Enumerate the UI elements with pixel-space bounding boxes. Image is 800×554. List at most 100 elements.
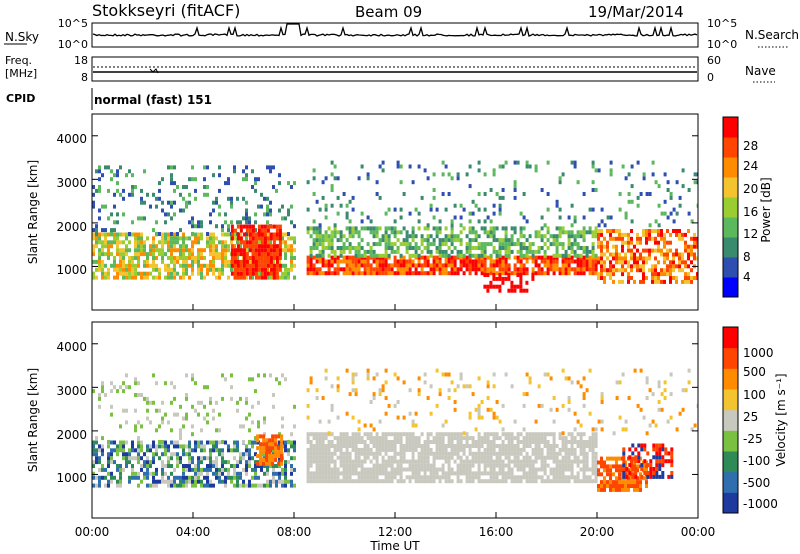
scatter-cell [534,440,538,444]
power-ytick-4000: 4000 [56,132,87,146]
scatter-cell [227,248,230,253]
scatter-cell [486,471,490,476]
scatter-cell [657,276,660,280]
scatter-cell [170,244,173,249]
scatter-cell [630,229,633,233]
scatter-cell [221,240,224,245]
scatter-cell [549,455,553,460]
scatter-cell [327,447,331,452]
scatter-cell [104,271,107,276]
scatter-cell [312,267,316,272]
scatter-cell [224,460,227,465]
scatter-cell [429,271,433,276]
scatter-cell [582,376,586,381]
scatter-cell [558,230,562,235]
scatter-cell [399,436,403,441]
scatter-cell [543,467,547,472]
scatter-cell [438,226,442,231]
scatter-cell [230,475,233,480]
scatter-cell [414,246,418,250]
scatter-cell [122,256,125,260]
scatter-cell [284,471,287,476]
scatter-cell [417,246,421,250]
scatter-cell [585,263,589,268]
scatter-cell [200,483,203,488]
scatter-cell [363,447,367,452]
scatter-cell [664,451,668,456]
scatter-cell [256,446,260,451]
scatter-cell [501,479,505,484]
scatter-cell [501,463,505,468]
scatter-cell [366,176,370,181]
power-scatter [92,160,698,293]
scatter-cell [116,267,119,272]
scatter-cell [657,248,660,253]
scatter-cell [287,448,290,453]
scatter-cell [221,263,224,268]
scatter-cell [672,207,676,212]
scatter-cell [450,223,454,228]
scatter-cell [624,484,627,488]
scatter-cell [465,432,469,437]
scatter-cell [498,242,502,247]
scatter-cell [161,240,164,245]
scatter-cell [444,242,448,247]
scatter-cell [405,259,409,264]
scatter-cell [224,212,227,217]
scatter-cell [408,242,412,247]
scatter-cell [435,263,439,268]
scatter-cell [501,255,505,260]
scatter-cell [185,244,188,249]
scatter-cell [251,456,254,461]
scatter-cell [465,249,469,254]
scatter-cell [582,447,586,452]
scatter-cell [357,249,361,254]
scatter-cell [131,220,134,225]
scatter-cell [281,416,284,421]
scatter-cell [579,230,583,235]
scatter-cell [98,248,101,253]
scatter-cell [170,464,173,468]
scatter-cell [588,436,592,441]
scatter-cell [489,259,493,264]
scatter-cell [648,423,652,428]
scatter-cell [161,232,164,237]
scatter-cell [552,467,556,472]
scatter-cell [104,483,107,488]
scatter-cell [158,456,161,461]
scatter-cell [534,444,538,448]
scatter-cell [263,224,267,229]
scatter-cell [546,463,550,468]
scatter-cell [345,440,349,444]
scatter-cell [92,483,95,488]
scatter-cell [450,238,454,243]
scatter-cell [591,447,595,452]
scatter-cell [690,427,694,432]
scatter-cell [594,188,598,192]
scatter-cell [670,459,674,464]
scatter-cell [158,248,161,253]
scatter-cell [239,220,242,225]
scatter-cell [492,203,496,208]
scatter-cell [351,440,355,444]
scatter-cell [324,432,328,437]
scatter-cell [429,451,433,456]
scatter-cell [357,463,361,468]
scatter-cell [612,264,615,269]
scatter-cell [654,272,657,277]
scatter-cell [477,246,481,250]
scatter-cell [453,459,457,464]
scatter-cell [495,463,499,468]
scatter-cell [531,447,535,452]
scatter-cell [245,259,249,264]
scatter-cell [495,471,499,476]
scatter-cell [200,267,203,272]
scatter-cell [420,267,424,272]
scatter-cell [360,471,364,476]
scatter-cell [221,271,224,276]
scatter-cell [257,228,261,233]
scatter-cell [558,471,562,476]
scatter-cell [594,226,598,231]
scatter-cell [477,415,481,420]
scatter-cell [104,263,107,268]
